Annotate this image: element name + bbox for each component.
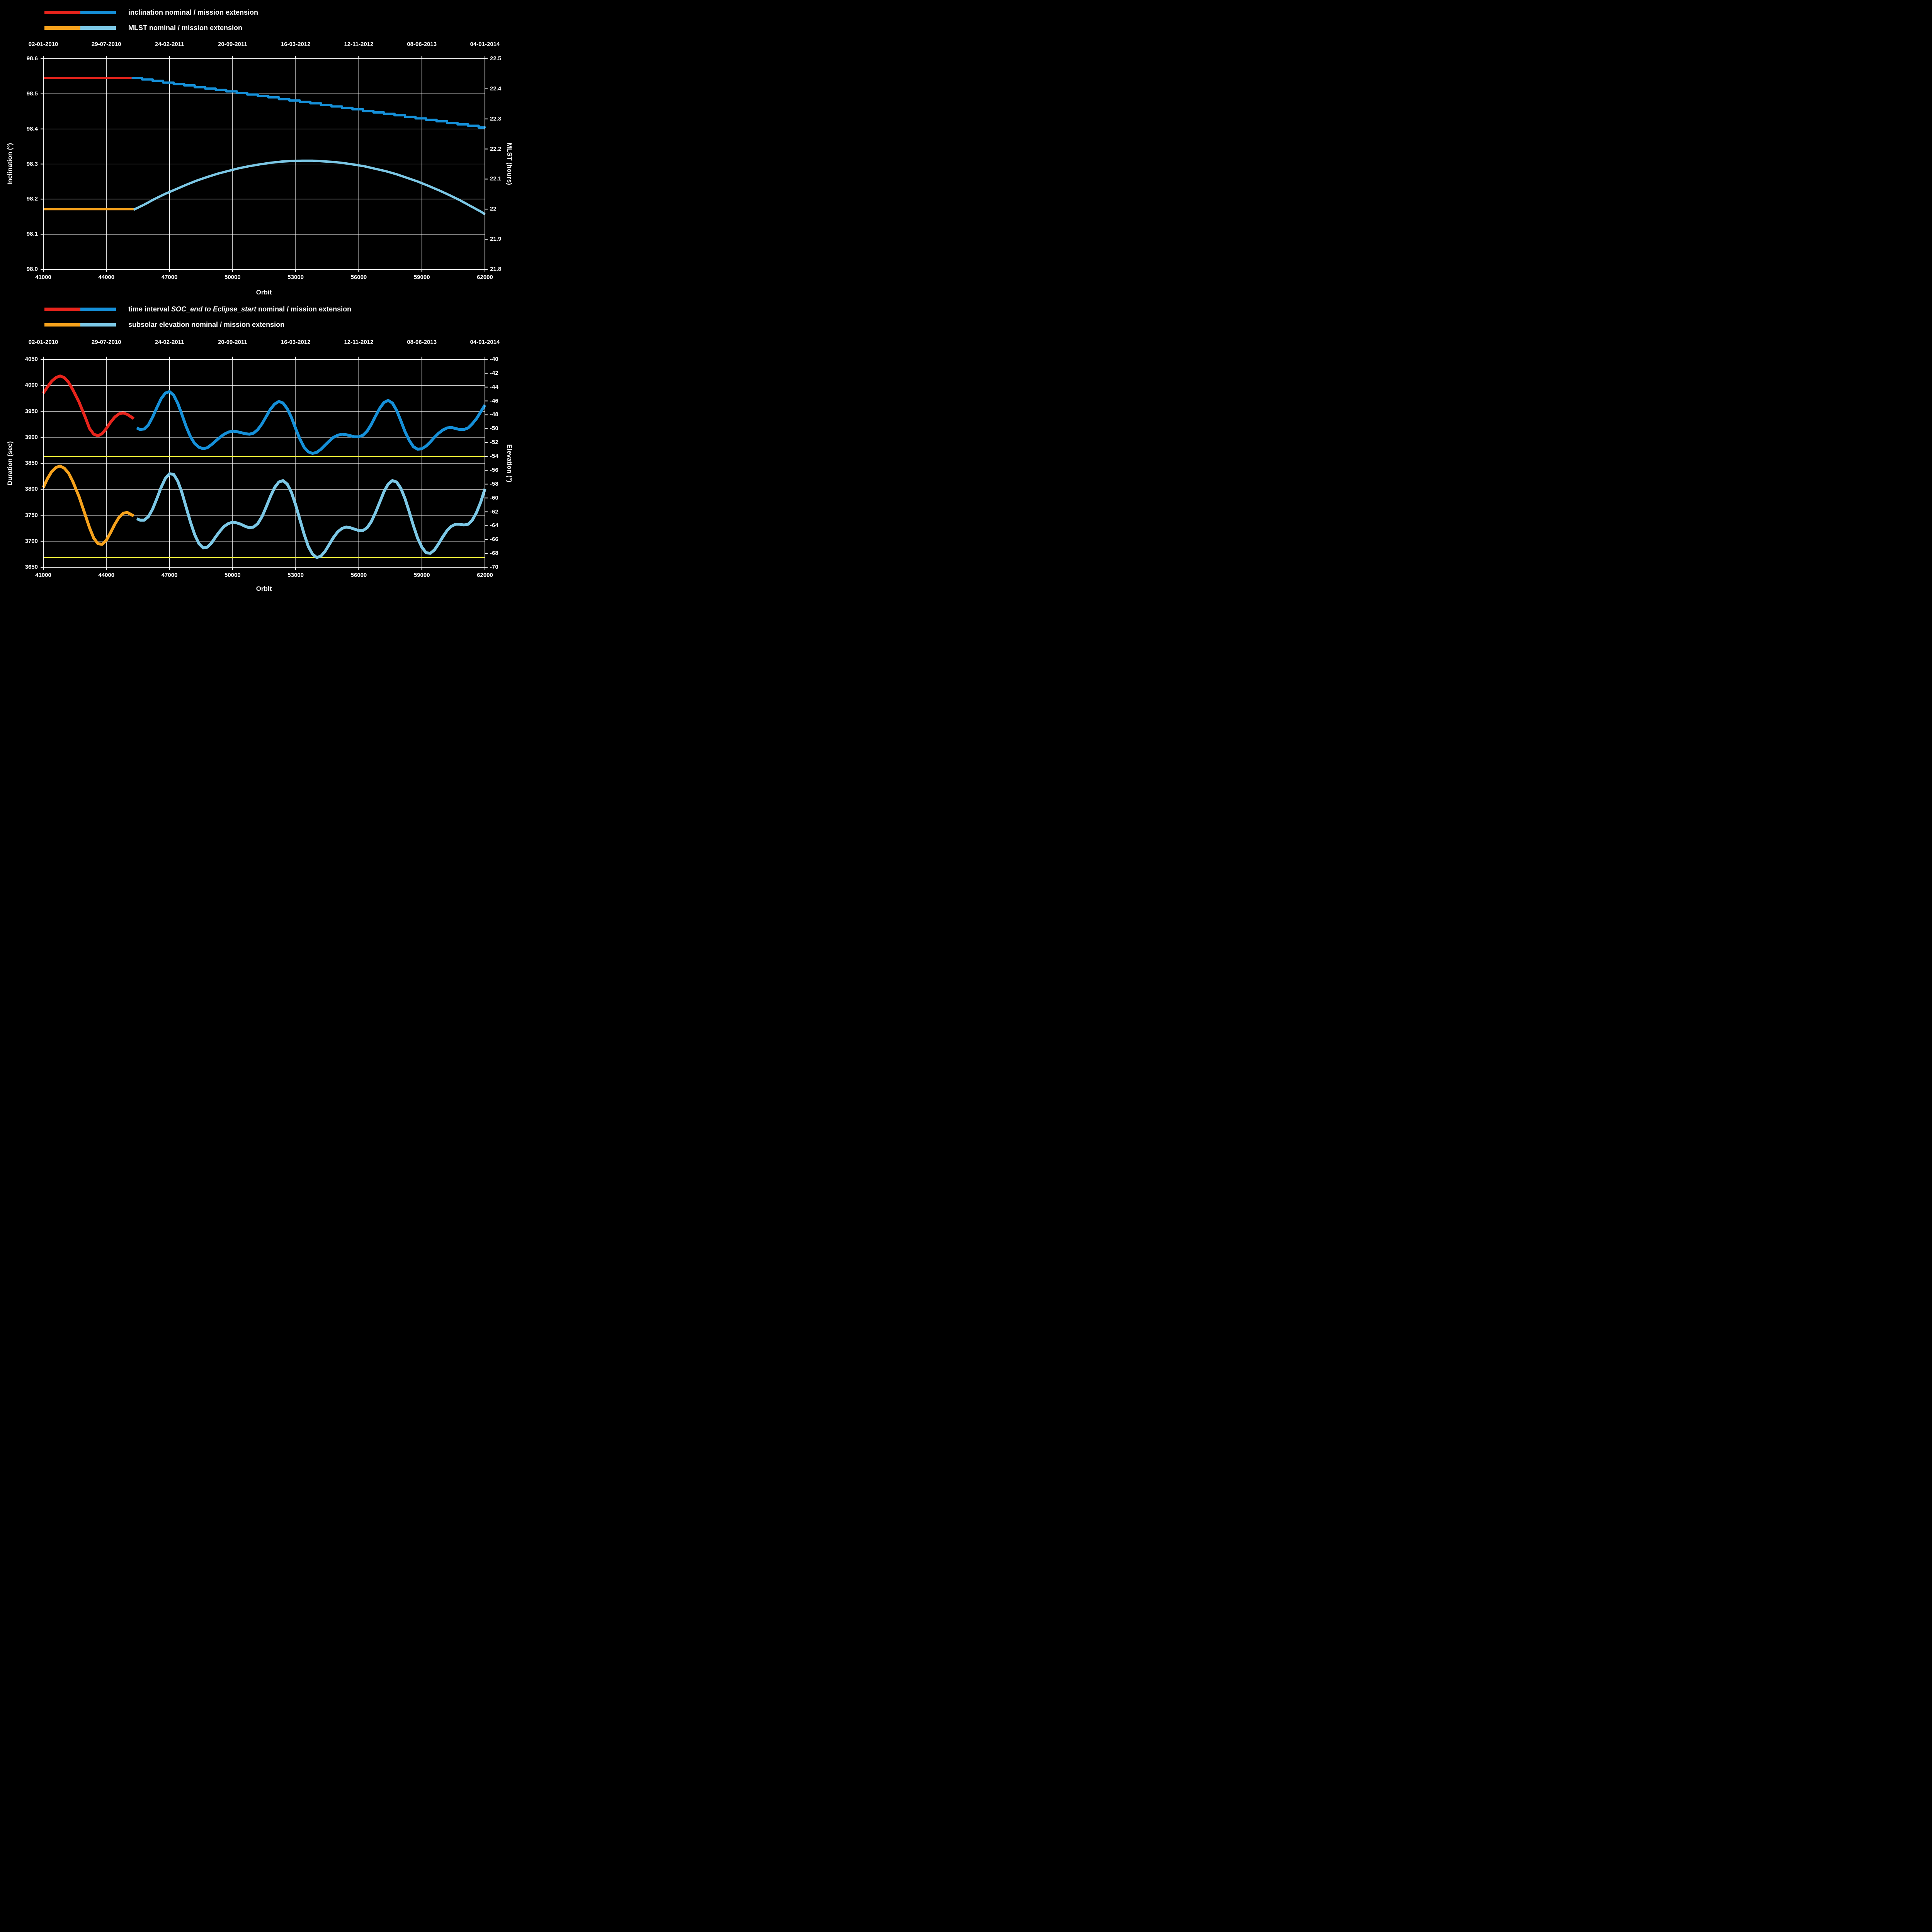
legend-label-mlst: MLST nominal / mission extension — [128, 24, 242, 32]
swatch-nominal-segment — [44, 26, 80, 30]
swatch-extension-segment — [80, 308, 116, 311]
legend-text: MLST nominal / mission extension — [128, 24, 243, 32]
legend-swatch-subsolar-elevation — [44, 323, 116, 327]
swatch-nominal-segment — [44, 323, 80, 327]
legend-text: inclination nominal / mission extension — [128, 9, 259, 16]
series-mlst-extension — [133, 159, 486, 216]
legend-label-subsolar-elevation: subsolar elevation nominal / mission ext… — [128, 321, 284, 329]
swatch-extension-segment — [80, 323, 116, 327]
legend-swatch-inclination — [44, 11, 116, 14]
swatch-nominal-segment — [44, 308, 80, 311]
charts-canvas — [41, 56, 488, 570]
top-chart-legend: inclination nominal / mission extension … — [44, 9, 258, 32]
bottom-chart-left-axis-title: Duration (sec) — [6, 441, 14, 486]
top-chart-x-axis-title: Orbit — [256, 289, 272, 296]
legend-text-italic: SOC_end to Eclipse_start — [171, 305, 257, 313]
legend-text: time interval — [128, 305, 172, 313]
legend-text: subsolar elevation nominal / mission ext… — [128, 321, 285, 328]
top-chart-right-axis-title: MLST (hours) — [506, 143, 513, 185]
series-elevation-extension — [136, 472, 486, 559]
swatch-extension-segment — [80, 26, 116, 30]
legend-text: nominal / mission extension — [256, 305, 352, 313]
legend-swatch-mlst — [44, 26, 116, 30]
swatch-nominal-segment — [44, 11, 80, 14]
legend-item-soc-interval: time interval SOC_end to Eclipse_start n… — [44, 305, 351, 313]
orbit-evolution-figure: 41000 44000 47000 50000 53000 56000 59000 62000… — [0, 0, 518, 595]
bottom-chart-right-axis-title: Elevation (°) — [506, 444, 513, 483]
series-duration-nominal — [42, 374, 135, 437]
legend-label-inclination: inclination nominal / mission extension — [128, 9, 258, 17]
swatch-extension-segment — [80, 11, 116, 14]
legend-item-mlst: MLST nominal / mission extension — [44, 24, 258, 32]
legend-item-inclination: inclination nominal / mission extension — [44, 9, 258, 17]
legend-label-soc-interval: time interval SOC_end to Eclipse_start n… — [128, 305, 351, 313]
bottom-chart-legend: time interval SOC_end to Eclipse_start n… — [44, 305, 351, 329]
series-elevation-nominal — [42, 464, 134, 546]
bottom-chart-x-axis-title: Orbit — [256, 585, 272, 592]
top-chart-left-axis-title: Inclination (°) — [6, 143, 14, 185]
series-duration-extension — [136, 390, 486, 455]
series-inclination-extension — [131, 77, 486, 129]
legend-swatch-soc-interval — [44, 308, 116, 311]
legend-item-subsolar-elevation: subsolar elevation nominal / mission ext… — [44, 321, 351, 329]
